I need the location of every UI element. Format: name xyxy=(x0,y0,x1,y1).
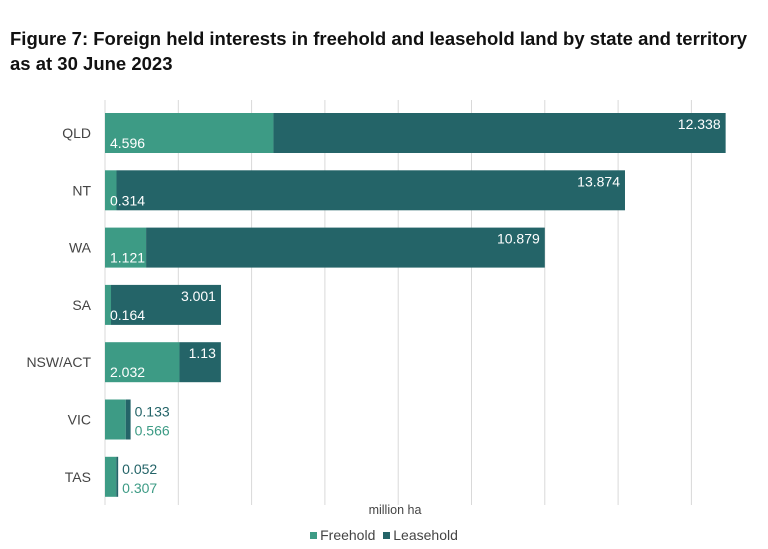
chart-title: Figure 7: Foreign held interests in free… xyxy=(10,28,748,74)
bar-freehold-vic xyxy=(105,399,126,440)
bars xyxy=(105,113,726,497)
x-axis-label: million ha xyxy=(368,503,422,517)
bar-freehold-qld xyxy=(105,113,274,153)
data-label-leasehold-qld: 12.338 xyxy=(678,116,721,132)
legend-label-freehold: Freehold xyxy=(320,527,376,543)
category-label-sa: SA xyxy=(72,297,91,313)
category-label-wa: WA xyxy=(69,240,92,256)
bar-leasehold-nt xyxy=(116,170,625,211)
data-label-leasehold-nt: 13.874 xyxy=(577,173,620,189)
bar-freehold-tas xyxy=(105,456,117,497)
bar-freehold-nsw-act xyxy=(105,342,180,383)
data-label-freehold-sa: 0.164 xyxy=(110,307,145,323)
data-label-leasehold-tas: 0.052 xyxy=(122,461,157,477)
legend-label-leasehold: Leasehold xyxy=(393,527,458,543)
data-label-freehold-vic: 0.566 xyxy=(135,423,170,439)
bar-leasehold-wa xyxy=(146,227,545,268)
category-label-nt: NT xyxy=(72,182,91,198)
bar-freehold-wa xyxy=(105,227,147,268)
legend-swatch-freehold xyxy=(310,531,318,539)
category-label-tas: TAS xyxy=(65,469,91,485)
category-label-qld: QLD xyxy=(62,125,91,141)
legend: Freehold Leasehold xyxy=(0,527,768,543)
bar-leasehold-vic xyxy=(125,399,131,440)
bar-leasehold-qld xyxy=(273,113,726,153)
bar-leasehold-tas xyxy=(116,456,119,497)
data-label-freehold-nsw-act: 2.032 xyxy=(110,364,145,380)
data-label-freehold-qld: 4.596 xyxy=(110,135,145,151)
bar-freehold-nt xyxy=(105,170,117,211)
data-label-freehold-nt: 0.314 xyxy=(110,192,145,208)
data-label-freehold-tas: 0.307 xyxy=(122,480,157,496)
category-label-nsw-act: NSW/ACT xyxy=(26,354,91,370)
data-labels: 4.596 12.338 0.314 13.874 1.121 10.879 0.164 3.… xyxy=(110,116,721,496)
bar-leasehold-sa xyxy=(111,284,221,325)
data-label-leasehold-sa: 3.001 xyxy=(181,288,216,304)
category-label-vic: VIC xyxy=(68,412,91,428)
bar-leasehold-nsw-act xyxy=(179,342,221,383)
data-label-leasehold-nsw-act: 1.13 xyxy=(189,345,216,361)
legend-swatch-leasehold xyxy=(383,531,391,539)
category-labels: QLD NT WA SA NSW/ACT VIC TAS xyxy=(26,125,91,485)
data-label-freehold-wa: 1.121 xyxy=(110,250,145,266)
legend-item-freehold: Freehold xyxy=(310,527,375,543)
bar-freehold-sa xyxy=(105,284,112,325)
legend-item-leasehold: Leasehold xyxy=(383,527,458,543)
data-label-leasehold-wa: 10.879 xyxy=(497,231,540,247)
data-label-leasehold-vic: 0.133 xyxy=(135,404,170,420)
